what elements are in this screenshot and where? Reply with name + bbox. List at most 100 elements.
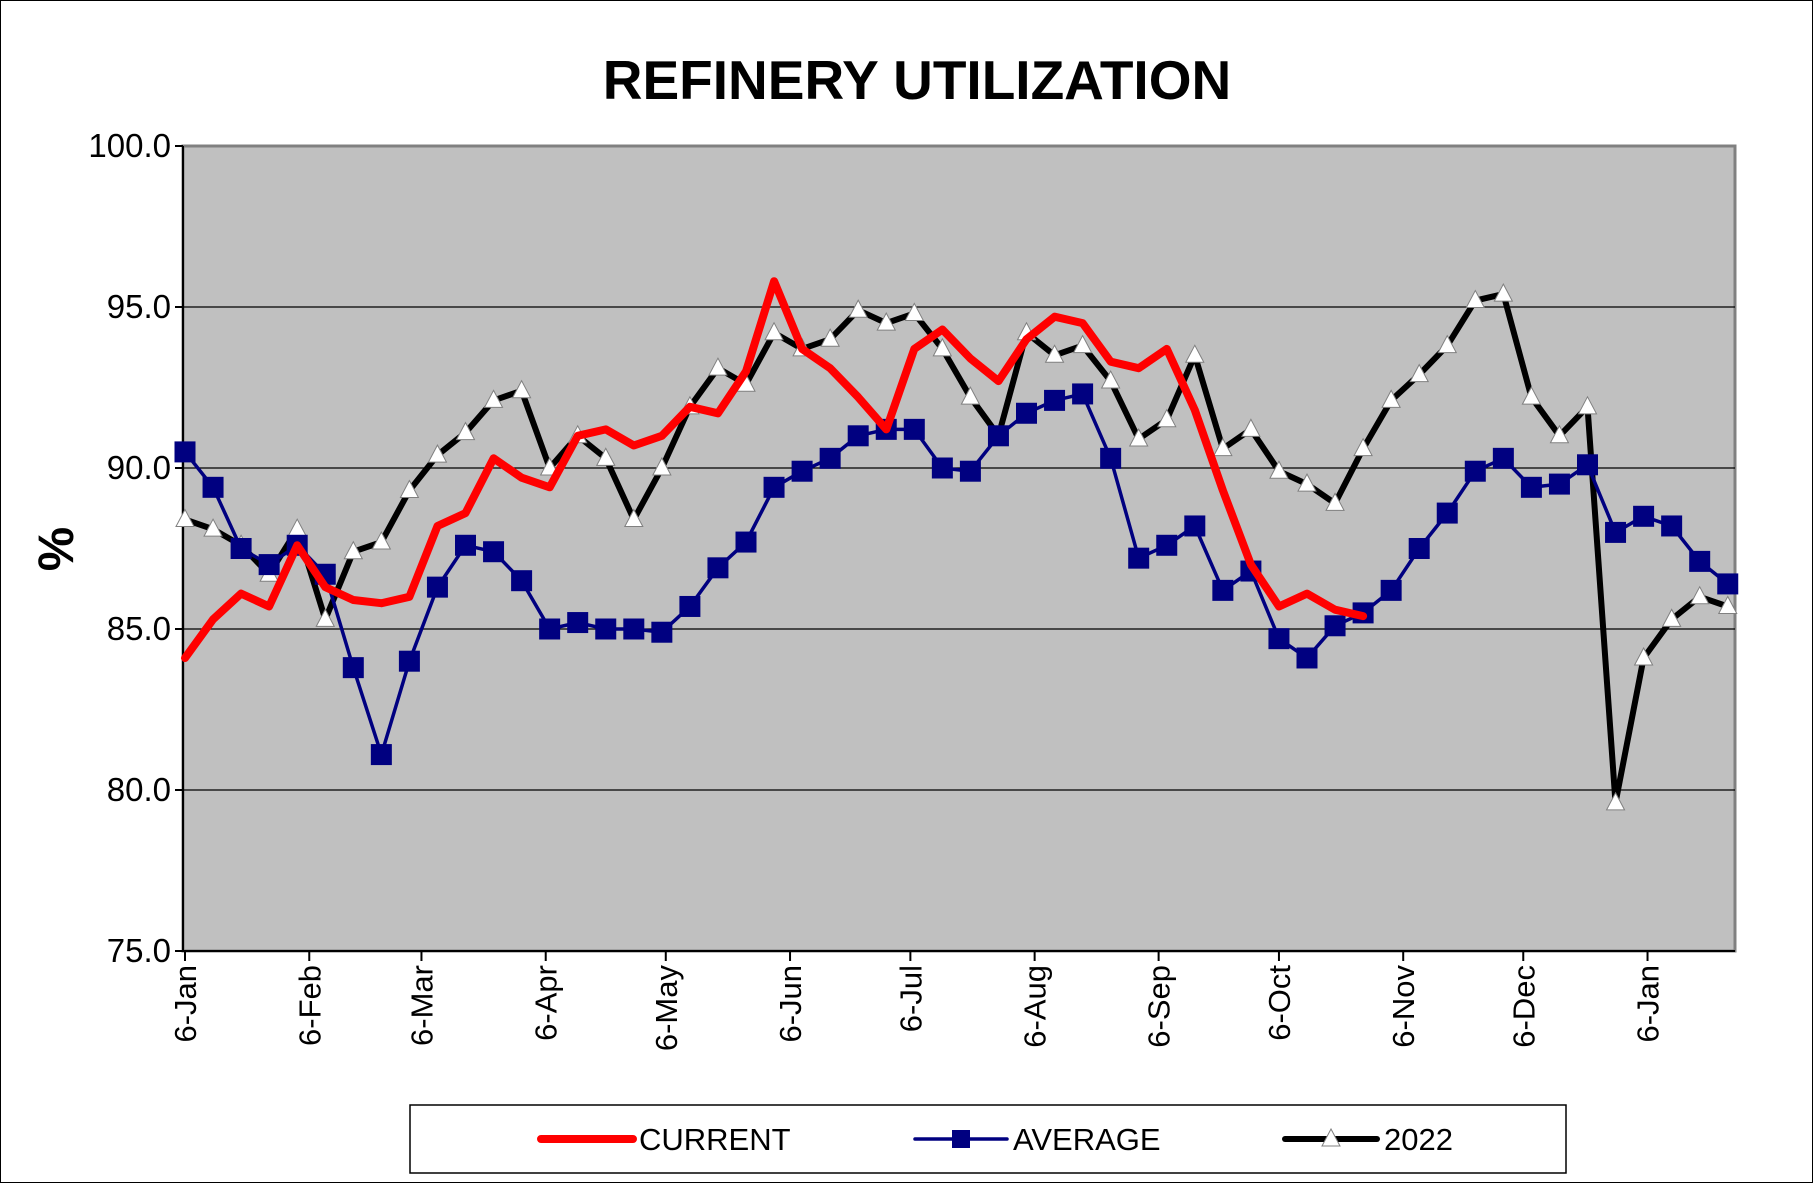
point-2022 <box>1381 389 1401 408</box>
point-2022 <box>1521 386 1542 405</box>
point-2022 <box>315 608 336 627</box>
average-point <box>1296 647 1318 669</box>
average-point <box>735 531 757 553</box>
legend-label: 2022 <box>1384 1122 1453 1157</box>
point-2022 <box>595 447 616 466</box>
average-point <box>1324 615 1346 637</box>
point-2022 <box>1409 363 1430 383</box>
point-2022 <box>708 357 728 376</box>
legend: CURRENT AVERAGE 2022 <box>409 1104 1567 1174</box>
x-tick-label: 6-Jan <box>168 965 203 1043</box>
point-2022 <box>1156 408 1177 428</box>
series-line-2022 <box>182 291 1731 806</box>
point-2022 <box>652 456 672 476</box>
legend-item-average: AVERAGE <box>913 1122 1161 1157</box>
x-tick-label: 6-Jun <box>773 965 808 1043</box>
point-2022 <box>511 379 532 399</box>
x-tick-label: 6-Apr <box>529 965 564 1041</box>
average-point <box>370 744 392 766</box>
x-tick-label: 6-Aug <box>1018 965 1053 1048</box>
point-2022 <box>1044 344 1065 363</box>
average-point <box>1184 515 1206 537</box>
chart-title: REFINERY UTILIZATION <box>603 49 1231 111</box>
average-point <box>959 460 981 482</box>
y-tick-label: 80.0 <box>107 771 171 808</box>
point-2022 <box>1269 460 1289 479</box>
point-2022 <box>932 337 953 357</box>
point-2022 <box>904 302 925 321</box>
average-point <box>426 576 448 598</box>
average-point <box>1577 454 1598 476</box>
average-point <box>230 538 252 559</box>
average-point <box>1212 579 1234 601</box>
point-2022 <box>1241 418 1261 437</box>
x-tick-label: 6-Mar <box>404 965 439 1046</box>
average-point <box>847 425 869 447</box>
average-point <box>1156 534 1178 556</box>
x-tick-label: 6-Jul <box>893 965 928 1032</box>
point-2022 <box>1633 646 1654 666</box>
plot-area <box>181 144 1737 953</box>
average-point <box>595 618 617 640</box>
x-tick-label: 6-Dec <box>1506 965 1541 1048</box>
point-2022 <box>1549 424 1570 444</box>
series-current <box>181 277 1368 662</box>
average-point <box>539 618 561 640</box>
series-line-current <box>181 277 1368 662</box>
point-2022 <box>848 299 869 318</box>
point-2022 <box>1661 608 1682 627</box>
point-2022 <box>371 530 392 550</box>
y-tick-label: 90.0 <box>107 449 171 486</box>
point-2022 <box>1297 473 1317 492</box>
x-tick-label: 6-May <box>649 965 684 1052</box>
point-2022 <box>1689 585 1710 605</box>
point-2022 <box>820 328 840 347</box>
point-2022 <box>876 312 897 331</box>
average-point <box>903 418 925 440</box>
average-point <box>1044 389 1066 411</box>
y-tick-label: 100.0 <box>88 127 171 164</box>
x-axis: 6-Jan 6-Feb 6-Mar 6-Apr 6-May 6-Jun 6-Jul 6-Aug… <box>168 950 1735 1052</box>
average-point <box>1605 521 1627 543</box>
point-2022 <box>960 386 981 405</box>
average-point <box>1072 383 1094 405</box>
y-axis: 75.0 80.0 85.0 90.0 95.0 100.0 <box>88 127 184 969</box>
average-point <box>1268 628 1290 650</box>
average-point <box>1717 573 1739 595</box>
average-point <box>819 447 841 469</box>
x-tick-label: 6-Jan <box>1631 965 1666 1043</box>
point-2022 <box>1465 289 1486 309</box>
average-point <box>987 425 1009 447</box>
x-tick-label: 6-Feb <box>292 965 327 1046</box>
average-point <box>763 476 785 498</box>
point-2022 <box>175 508 195 528</box>
point-2022 <box>1717 595 1738 614</box>
average-point <box>791 460 813 482</box>
average-point <box>1016 402 1037 424</box>
point-2022 <box>623 508 644 528</box>
average-point <box>1464 460 1486 482</box>
point-2022 <box>1128 427 1149 447</box>
legend-marker <box>1321 1127 1341 1147</box>
point-2022 <box>455 421 476 441</box>
point-2022 <box>1072 334 1093 354</box>
point-2022 <box>764 321 784 341</box>
legend-item-current: CURRENT <box>537 1122 791 1157</box>
average-point <box>1492 447 1514 469</box>
average-point <box>202 476 224 498</box>
average-point <box>258 554 280 576</box>
y-tick-label: 85.0 <box>107 610 171 647</box>
average-point <box>1100 447 1122 469</box>
point-2022 <box>1213 437 1233 457</box>
legend-marker <box>952 1130 970 1148</box>
legend-label: CURRENT <box>639 1122 791 1157</box>
y-tick-label: 75.0 <box>107 932 171 969</box>
average-point <box>511 570 533 592</box>
average-point <box>707 557 729 579</box>
point-2022 <box>399 479 420 499</box>
average-point <box>174 441 196 463</box>
average-point <box>931 457 953 479</box>
y-tick-label: 95.0 <box>107 288 171 325</box>
